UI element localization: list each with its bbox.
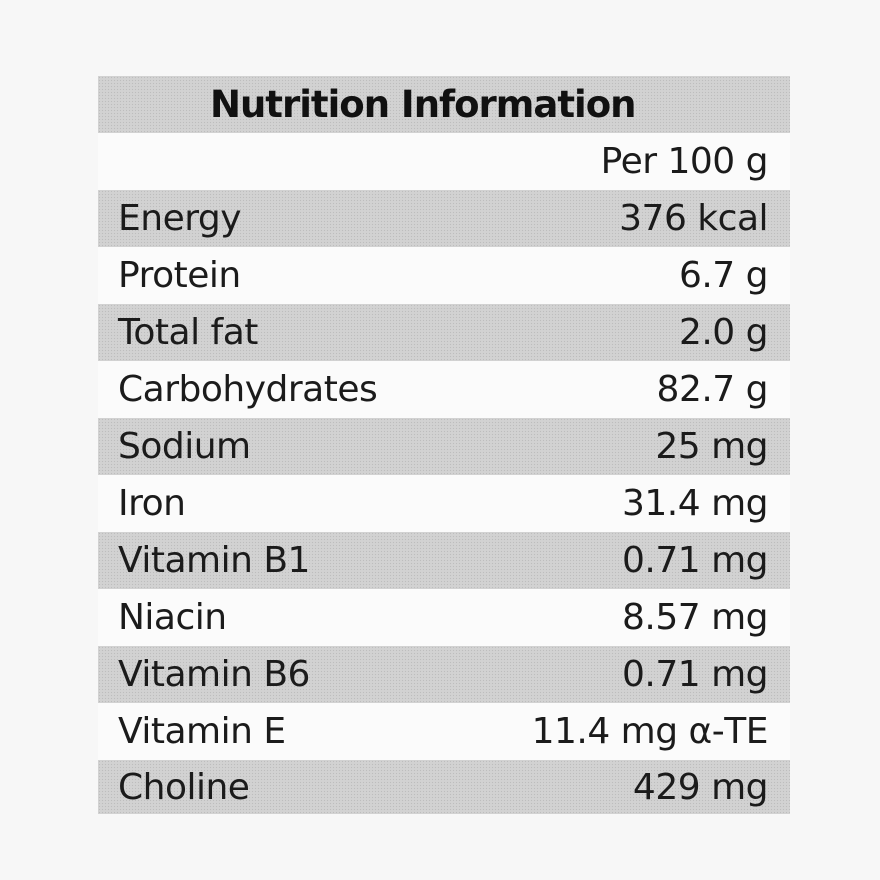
- nutrient-amount: 8.57 mg: [621, 597, 769, 638]
- nutrient-amount: 2.0 g: [678, 312, 769, 353]
- title-row: Nutrition Information: [98, 76, 790, 133]
- nutrient-row-vitamin-b6: Vitamin B6 0.71 mg: [98, 646, 790, 703]
- nutrient-row-vitamin-e: Vitamin E 11.4 mg α-TE: [98, 703, 790, 760]
- nutrient-name: Niacin: [118, 597, 227, 638]
- nutrition-label: Nutrition Information Per 100 g Energy 3…: [98, 76, 790, 814]
- nutrient-amount: 429 mg: [632, 766, 769, 808]
- nutrient-amount: 82.7 g: [656, 369, 769, 410]
- nutrient-name: Protein: [118, 255, 241, 296]
- nutrient-name: Vitamin E: [118, 711, 286, 752]
- nutrient-row-iron: Iron 31.4 mg: [98, 475, 790, 532]
- nutrient-name: Energy: [118, 198, 242, 239]
- nutrient-row-protein: Protein 6.7 g: [98, 247, 790, 304]
- column-header-row: Per 100 g: [98, 133, 790, 190]
- nutrient-name: Vitamin B1: [118, 540, 310, 581]
- nutrient-row-niacin: Niacin 8.57 mg: [98, 589, 790, 646]
- nutrient-row-choline: Choline 429 mg: [98, 760, 790, 814]
- nutrient-row-total-fat: Total fat 2.0 g: [98, 304, 790, 361]
- nutrient-amount: 0.71 mg: [621, 540, 769, 581]
- nutrient-row-vitamin-b1: Vitamin B1 0.71 mg: [98, 532, 790, 589]
- nutrient-name: Sodium: [118, 426, 251, 467]
- nutrient-name: Vitamin B6: [118, 654, 310, 695]
- nutrient-amount: 31.4 mg: [621, 483, 769, 524]
- column-header: Per 100 g: [600, 141, 769, 182]
- nutrient-row-carbohydrates: Carbohydrates 82.7 g: [98, 361, 790, 418]
- nutrient-amount: 376 kcal: [619, 198, 768, 239]
- nutrient-name: Iron: [118, 483, 186, 524]
- nutrient-name: Carbohydrates: [118, 369, 378, 410]
- nutrient-row-sodium: Sodium 25 mg: [98, 418, 790, 475]
- label-title: Nutrition Information: [210, 83, 636, 126]
- nutrient-name: Total fat: [118, 312, 258, 353]
- nutrient-amount: 6.7 g: [678, 255, 769, 296]
- nutrient-amount: 0.71 mg: [621, 654, 769, 695]
- nutrient-name: Choline: [118, 766, 250, 808]
- nutrient-row-energy: Energy 376 kcal: [98, 190, 790, 247]
- nutrient-amount: 11.4 mg α-TE: [531, 711, 769, 752]
- nutrient-amount: 25 mg: [655, 426, 768, 467]
